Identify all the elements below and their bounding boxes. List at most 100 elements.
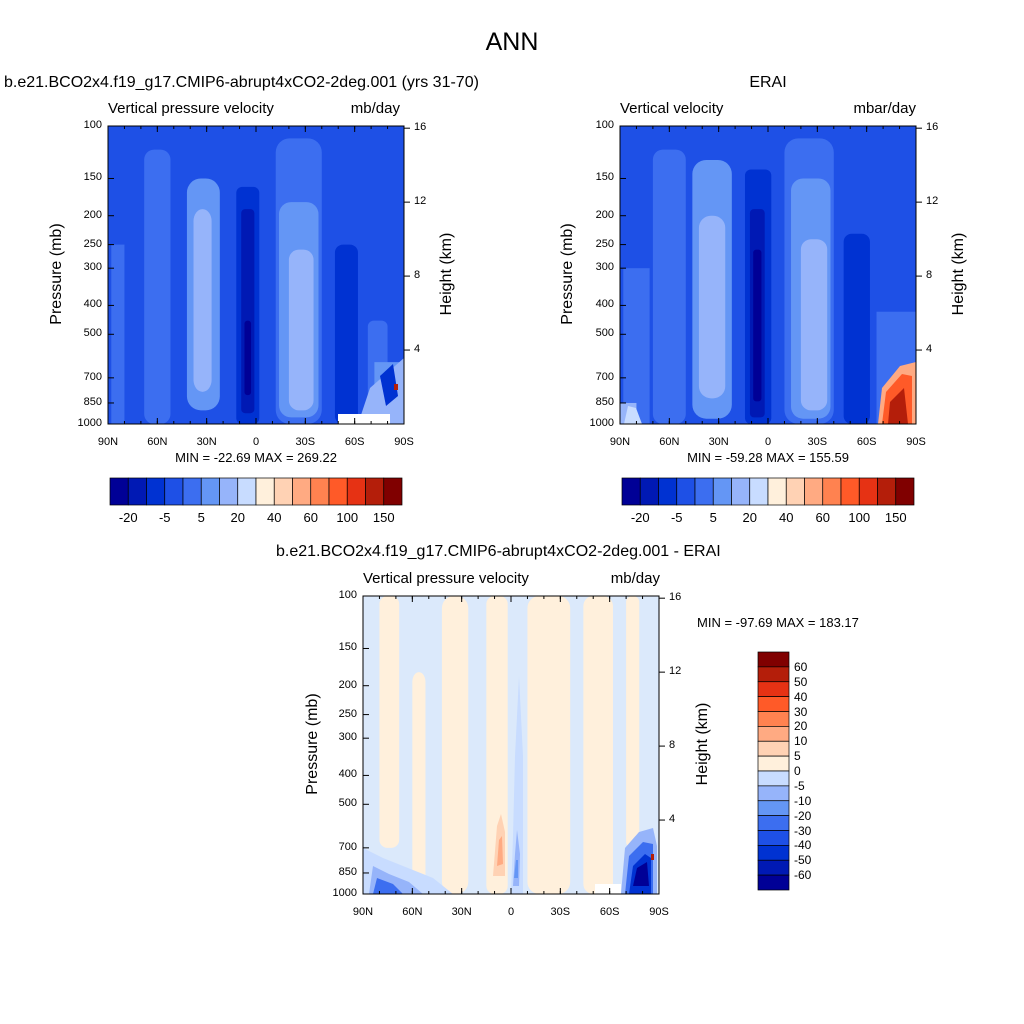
y-tick-label: 250: [595, 237, 614, 250]
diff-colorbar-label: 40: [794, 689, 808, 704]
colorbar-swatch: [182, 477, 202, 506]
y-tick-label: 300: [83, 261, 102, 274]
x-tick-label: 60S: [344, 436, 365, 448]
y-tick-label: 1000: [589, 417, 614, 429]
x-tick-label: 60S: [599, 906, 620, 918]
model-band-midlat-n: [144, 149, 171, 424]
diff-band-warm-2: [412, 672, 426, 894]
y-tick-label: 100: [83, 119, 102, 131]
x-tick-label: 30S: [807, 436, 828, 448]
colorbar-swatch: [731, 477, 751, 506]
x-tick-label: 90S: [649, 906, 669, 918]
colorbar-label: 20: [230, 510, 245, 525]
obs-band-midlat-s: [843, 233, 870, 424]
x-tick-label: 60S: [856, 436, 877, 448]
y-tick-label: 200: [83, 208, 102, 221]
model-band-subtrop-n-core: [193, 209, 212, 392]
diff-colorbar-label: 60: [794, 659, 808, 674]
obs-left-subtitle: Vertical velocity: [620, 100, 724, 117]
y2-tick-label: 12: [926, 195, 939, 208]
x-tick-label: 90N: [609, 436, 631, 448]
model-antarctic-dark: [380, 364, 398, 406]
colorbar-swatch: [694, 477, 714, 506]
diff-left-subtitle: Vertical pressure velocity: [363, 570, 529, 587]
colorbar-label: 60: [303, 510, 318, 525]
y-tick-label: 400: [595, 298, 614, 311]
diff-units: mb/day: [610, 570, 660, 587]
diff-colorbar-label: 10: [794, 734, 808, 749]
y-tick-label: 300: [595, 261, 614, 274]
diff-band-warm-3: [441, 596, 469, 894]
colorbar-swatch: [109, 477, 129, 506]
obs-units: mbar/day: [853, 100, 916, 117]
colorbar-swatch: [639, 477, 659, 506]
y-tick-label: 100: [595, 119, 614, 131]
diff-colorbar-swatch: [757, 755, 790, 772]
colorbar-swatch: [255, 477, 275, 506]
colorbar-label: -5: [670, 510, 683, 525]
y2-tick-label: 12: [669, 665, 682, 678]
colorbar-swatch: [200, 477, 220, 506]
model-red-spot: [394, 384, 398, 390]
y-tick-label: 200: [338, 678, 357, 691]
y-tick-label: 150: [338, 641, 357, 654]
obs-band-itcz-peak: [753, 249, 762, 402]
colorbar-swatch: [877, 477, 897, 506]
panel-title-diff: b.e21.BCO2x4.f19_g17.CMIP6-abrupt4xCO2-2…: [276, 543, 721, 560]
y2-tick-label: 4: [669, 813, 676, 826]
x-tick-label: 60N: [147, 436, 168, 448]
y-tick-label: 1000: [332, 887, 357, 899]
diff-colorbar-swatch: [757, 711, 790, 727]
diff-colorbar-label: -60: [794, 868, 812, 883]
model-contour-plot: [107, 125, 410, 425]
y2-tick-label: 12: [414, 195, 427, 208]
y-tick-label: 150: [595, 171, 614, 184]
x-tick-label: 0: [507, 906, 515, 918]
model-left-subtitle: Vertical pressure velocity: [108, 100, 274, 117]
diff-band-warm-1: [379, 596, 400, 848]
diff-colorbar-swatch: [757, 726, 790, 742]
colorbar-swatch: [237, 477, 257, 506]
y-tick-label: 300: [338, 731, 357, 744]
diff-colorbar-label: -40: [794, 838, 812, 853]
diff-band-warm-5: [527, 596, 571, 894]
model-min-max: MIN = -22.69 MAX = 269.22: [175, 450, 337, 465]
colorbar-swatch: [273, 477, 293, 506]
obs-band-midlat-n: [652, 149, 686, 424]
y-tick-label: 850: [338, 865, 357, 878]
diff-colorbar-label: -30: [794, 823, 812, 838]
colorbar-swatch: [383, 477, 403, 506]
diff-colorbar-swatch: [757, 874, 790, 891]
colorbar-swatch: [328, 477, 348, 506]
x-tick-label: 30N: [708, 436, 729, 448]
colorbar-swatch: [822, 477, 842, 506]
colorbar-swatch: [310, 477, 330, 506]
diff-cool-equator: [511, 676, 523, 894]
colorbar-swatch: [840, 477, 860, 506]
panel-title-obs: ERAI: [749, 74, 787, 91]
colorbar-swatch: [146, 477, 166, 506]
y-tick-label: 500: [595, 327, 614, 340]
colorbar-label: -20: [630, 510, 650, 525]
colorbar-swatch: [895, 477, 915, 506]
colorbar-swatch: [219, 477, 239, 506]
diff-colorbar-label: 5: [794, 749, 801, 764]
diff-colorbar-label: -10: [794, 793, 812, 808]
diff-band-warm-6: [583, 596, 613, 894]
diff-cool-arctic-core: [373, 878, 403, 894]
y-tick-label: 500: [83, 327, 102, 340]
colorbar-swatch: [164, 477, 184, 506]
y-tick-label: 500: [338, 797, 357, 810]
x-tick-label: 90N: [97, 436, 119, 448]
colorbar-swatch: [858, 477, 878, 506]
diff-colorbar-swatch: [757, 740, 790, 757]
diff-colorbar-swatch: [757, 785, 790, 802]
y-tick-label: 400: [338, 768, 357, 781]
x-tick-label: 30N: [451, 906, 472, 918]
x-tick-label: 90S: [394, 436, 414, 448]
y2-tick-label: 16: [414, 121, 427, 134]
diff-red-spot: [651, 854, 654, 860]
x-tick-label: 0: [764, 436, 772, 448]
colorbar-label: 150: [884, 510, 907, 525]
y2-tick-label: 4: [414, 343, 421, 356]
